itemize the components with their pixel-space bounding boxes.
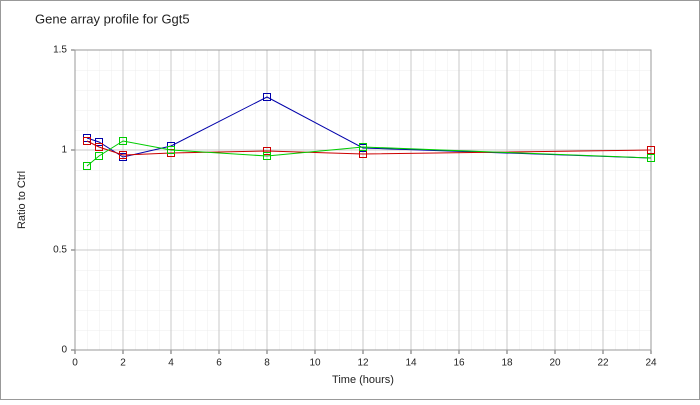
point-marker — [95, 143, 103, 151]
point-marker — [263, 147, 271, 155]
point-marker — [95, 152, 103, 160]
point-marker — [119, 151, 127, 159]
y-axis-label: Ratio to Ctrl — [16, 171, 28, 229]
x-tick-label: 4 — [168, 358, 174, 369]
point-marker — [119, 137, 127, 145]
point-marker — [359, 143, 367, 151]
x-tick-label: 16 — [453, 358, 465, 369]
x-tick-label: 18 — [501, 358, 513, 369]
x-tick-label: 10 — [309, 358, 321, 369]
x-tick-label: 8 — [264, 358, 270, 369]
point-marker — [95, 138, 103, 146]
point-marker — [83, 137, 91, 145]
x-tick-label: 0 — [72, 358, 78, 369]
point-marker — [167, 146, 175, 154]
point-marker — [263, 93, 271, 101]
chart-title: Gene array profile for Ggt5 — [35, 11, 190, 26]
plot — [83, 93, 655, 170]
x-tick-label: 24 — [645, 358, 657, 369]
point-marker — [83, 162, 91, 170]
x-tick-label: 22 — [597, 358, 609, 369]
plot-border — [74, 49, 652, 351]
y-tick-label: 1.5 — [53, 45, 67, 56]
point-marker — [647, 146, 655, 154]
x-tick-label: 2 — [120, 358, 126, 369]
point-marker — [263, 152, 271, 160]
x-tick-label: 14 — [405, 358, 417, 369]
x-tick-label: 20 — [549, 358, 561, 369]
x-tick-label: 12 — [357, 358, 369, 369]
y-tick-label: 1 — [61, 145, 67, 156]
x-axis-label: Time (hours) — [332, 374, 394, 386]
y-tick-label: 0 — [61, 345, 67, 356]
x-tick-label: 6 — [216, 358, 222, 369]
series-line — [86, 140, 652, 167]
point-marker — [647, 154, 655, 162]
y-tick-label: 0.5 — [53, 245, 67, 256]
